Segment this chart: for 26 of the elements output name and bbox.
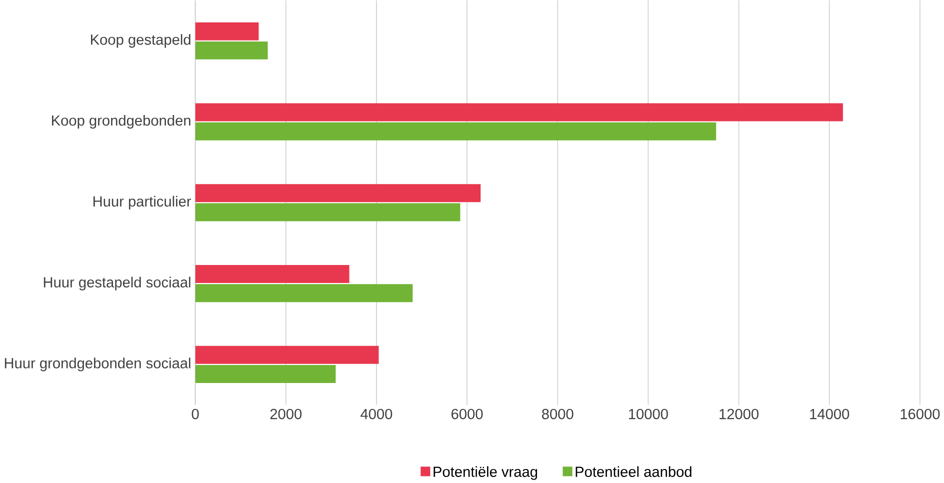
x-tick-label: 2000 (270, 408, 302, 420)
bar (195, 41, 268, 60)
x-tick-label: 16000 (900, 408, 940, 420)
y-tick-label: Koop grondgebonden (52, 114, 190, 129)
y-tick-label: Huur gestapeld sociaal (44, 276, 190, 290)
x-tick-label: 6000 (452, 408, 483, 420)
bar (195, 265, 350, 284)
x-tick-label: 14000 (810, 408, 850, 420)
bar (195, 184, 481, 202)
y-tick-label: Huur grondgebonden sociaal (4, 358, 190, 372)
x-tick-label: 12000 (720, 408, 759, 420)
bar (195, 365, 336, 383)
bar (195, 122, 716, 140)
bar (195, 22, 259, 40)
legend-label: Potentiële vraag (434, 466, 538, 480)
x-tick-label: 8000 (542, 408, 574, 420)
bar (195, 346, 379, 364)
bar (195, 103, 843, 122)
legend-label: Potentieel aanbod (576, 466, 692, 477)
x-tick-label: 4000 (360, 408, 392, 420)
bar (195, 284, 413, 302)
y-tick-label: Huur particulier (93, 196, 192, 210)
x-tick-label: 10000 (629, 408, 668, 420)
y-tick-label: Koop gestapeld (91, 34, 190, 48)
bar (195, 203, 460, 222)
x-tick-label: 0 (192, 408, 199, 420)
